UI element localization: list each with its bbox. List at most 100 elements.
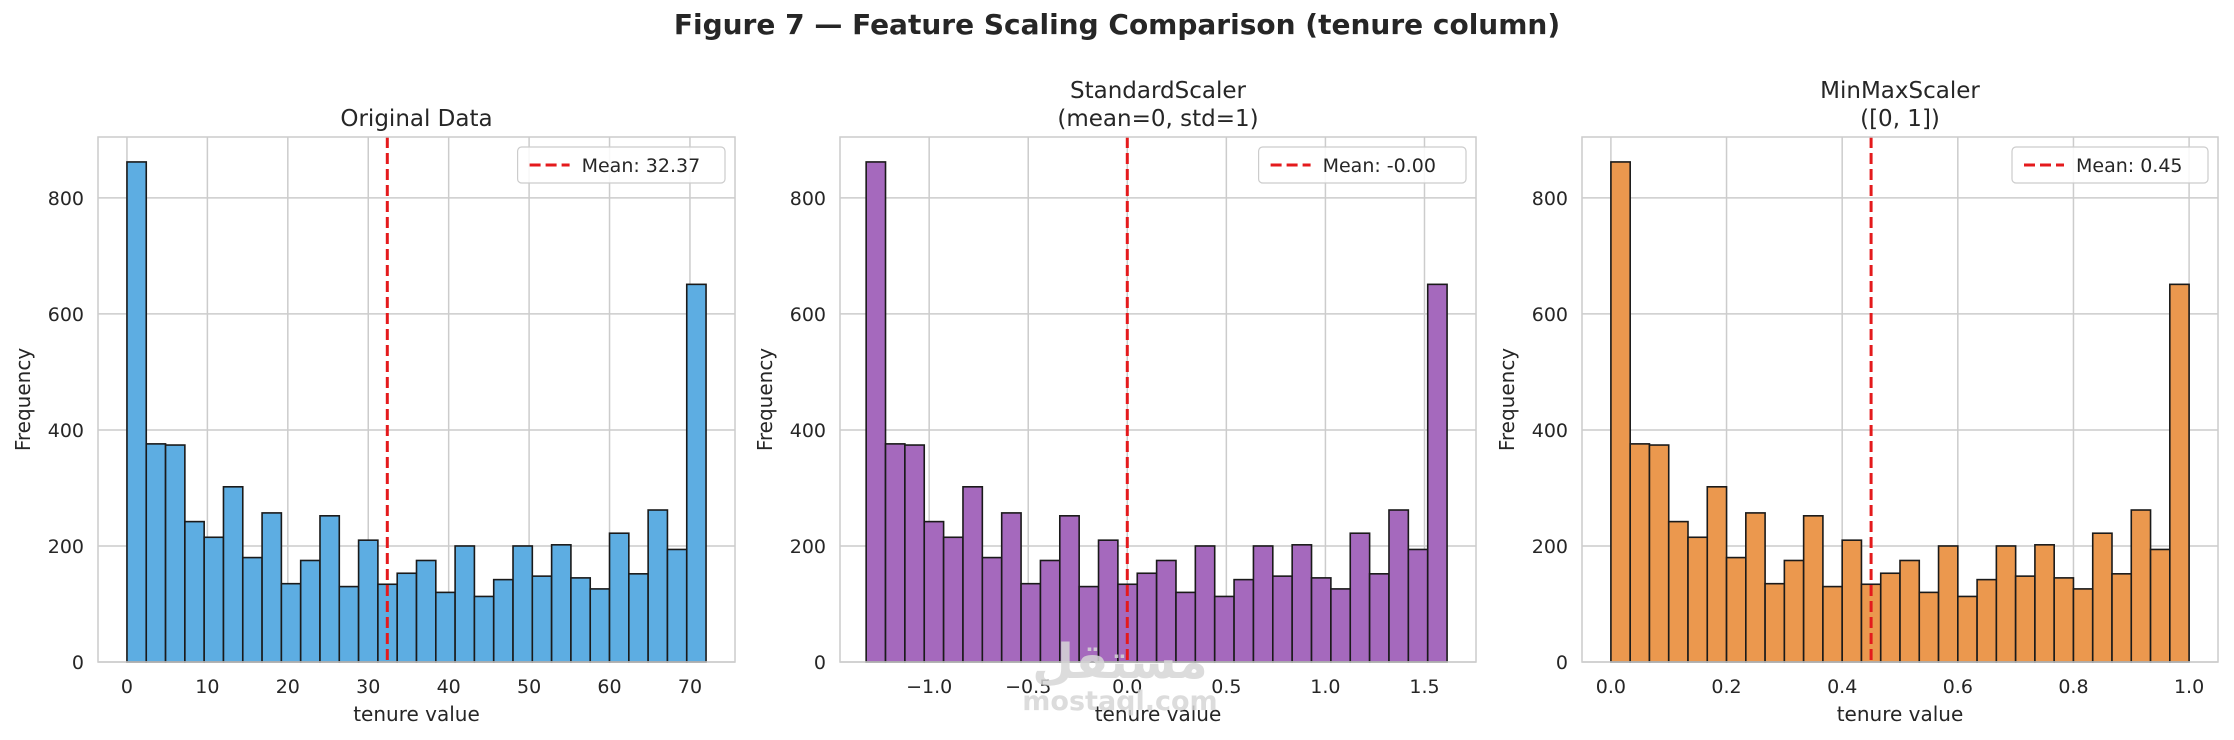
histogram-bar xyxy=(1706,486,1728,663)
histogram-bar xyxy=(1291,544,1313,663)
x-tick-label: 50 xyxy=(517,676,541,698)
subplot-title: (mean=0, std=1) xyxy=(1057,106,1258,132)
y-tick-label: 600 xyxy=(790,304,826,326)
histogram-bar xyxy=(435,591,456,663)
histogram-bar xyxy=(512,545,534,663)
histogram-bar xyxy=(550,544,572,663)
histogram-bar xyxy=(473,595,495,663)
histogram-bar xyxy=(942,536,964,663)
histogram-bar xyxy=(1330,588,1352,663)
histogram-bar xyxy=(1841,539,1863,663)
histogram-bar xyxy=(1349,532,1371,663)
histogram-bar xyxy=(203,536,225,663)
y-tick-label: 0 xyxy=(1556,652,1568,674)
histogram-bar xyxy=(981,556,1003,663)
histogram-bar xyxy=(962,486,984,663)
legend: Mean: 0.45 xyxy=(2011,146,2209,184)
histogram-bar xyxy=(1879,572,1901,663)
histogram-bar xyxy=(2111,573,2133,663)
histogram-bar xyxy=(2014,575,2036,663)
histogram-bar xyxy=(570,577,592,663)
legend-label: Mean: -0.00 xyxy=(1323,155,1436,177)
histogram-bar xyxy=(241,556,263,663)
figure-title: Figure 7 — Feature Scaling Comparison (t… xyxy=(673,8,1561,41)
x-tick-label: 0.2 xyxy=(1711,676,1741,698)
y-tick-label: 600 xyxy=(48,304,84,326)
legend-label: Mean: 0.45 xyxy=(2076,155,2183,177)
histogram-bar xyxy=(1976,578,1998,663)
x-axis-label: tenure value xyxy=(353,702,480,726)
histogram-bar xyxy=(1899,559,1921,663)
histogram-bar xyxy=(865,161,887,663)
y-tick-label: 200 xyxy=(48,536,84,558)
legend-label: Mean: 32.37 xyxy=(582,155,701,177)
histogram-bar xyxy=(164,444,186,663)
legend: Mean: -0.00 xyxy=(1257,146,1467,184)
x-tick-label: 0.0 xyxy=(1596,676,1626,698)
histogram-bar xyxy=(2072,588,2094,663)
x-tick-label: 0.4 xyxy=(1827,676,1857,698)
histogram-bar xyxy=(1802,515,1824,663)
histogram-bar xyxy=(2053,577,2075,663)
histogram-bar xyxy=(396,572,418,663)
subplot-1: 0 10 20 30 40 50 60 70 0 200 400 600 800 tenure value… xyxy=(11,106,736,726)
histogram-bar xyxy=(222,486,244,663)
x-tick-label: 1.0 xyxy=(1310,676,1340,698)
subplot-title: Original Data xyxy=(340,106,492,132)
x-tick-label: 1.0 xyxy=(2174,676,2204,698)
y-tick-label: 800 xyxy=(48,188,84,210)
histogram-bar xyxy=(261,512,283,663)
histogram-bar xyxy=(1233,578,1255,663)
x-tick-label: −1.0 xyxy=(906,676,952,698)
x-tick-label: 30 xyxy=(356,676,380,698)
y-tick-label: 400 xyxy=(790,420,826,442)
x-tick-label: 40 xyxy=(437,676,461,698)
histogram-bar xyxy=(338,585,360,663)
histogram-bar xyxy=(1764,582,1786,663)
y-tick-label: 400 xyxy=(1532,420,1568,442)
y-tick-label: 0 xyxy=(72,652,84,674)
y-tick-label: 400 xyxy=(48,420,84,442)
histogram-bar xyxy=(531,575,553,663)
y-tick-label: 0 xyxy=(814,652,826,674)
y-tick-label: 200 xyxy=(790,536,826,558)
histogram-bar xyxy=(1667,520,1689,663)
histogram-bar xyxy=(904,444,926,663)
axes-frame xyxy=(1581,136,2219,663)
histogram-bar xyxy=(628,573,649,663)
histogram-bar xyxy=(1725,556,1747,663)
y-tick-label: 600 xyxy=(1532,304,1568,326)
histogram-bar xyxy=(2149,548,2171,663)
subplot-3: 0.0 0.2 0.4 0.6 0.8 1.0 0 200 400 600 800 tenure va… xyxy=(1495,78,2219,726)
histogram-bar xyxy=(1271,575,1293,663)
histogram-bar xyxy=(1918,591,1940,663)
watermark: مستقل mostaql.com xyxy=(1010,636,1230,716)
histogram-bar xyxy=(1687,536,1709,663)
subplot-title: MinMaxScaler xyxy=(1820,78,1980,104)
histogram-bar xyxy=(923,520,945,663)
x-axis-label: tenure value xyxy=(1095,702,1222,726)
legend-box xyxy=(2011,146,2209,184)
histogram-bar xyxy=(299,559,321,663)
histogram-bar xyxy=(415,559,437,663)
histogram-bar xyxy=(1957,595,1978,663)
x-tick-label: 70 xyxy=(678,676,702,698)
x-tick-label: 1.5 xyxy=(1409,676,1439,698)
y-tick-label: 200 xyxy=(1532,536,1568,558)
histogram-bar xyxy=(2130,509,2152,663)
x-tick-label: 60 xyxy=(597,676,621,698)
y-axis-label: Frequency xyxy=(11,348,35,451)
histogram-bar xyxy=(1252,545,1274,663)
histogram-bar xyxy=(666,548,688,663)
x-tick-label: 0.0 xyxy=(1112,676,1142,698)
histogram-bar xyxy=(492,578,514,663)
histogram-bar xyxy=(608,532,630,663)
histogram-bar xyxy=(126,161,148,663)
histogram-bar xyxy=(1426,283,1448,663)
histogram-bar xyxy=(1629,443,1651,663)
histogram-bar xyxy=(454,545,476,663)
histogram-bar xyxy=(1822,585,1843,663)
histogram-bar xyxy=(280,582,302,663)
legend: Mean: 32.37 xyxy=(516,146,726,184)
